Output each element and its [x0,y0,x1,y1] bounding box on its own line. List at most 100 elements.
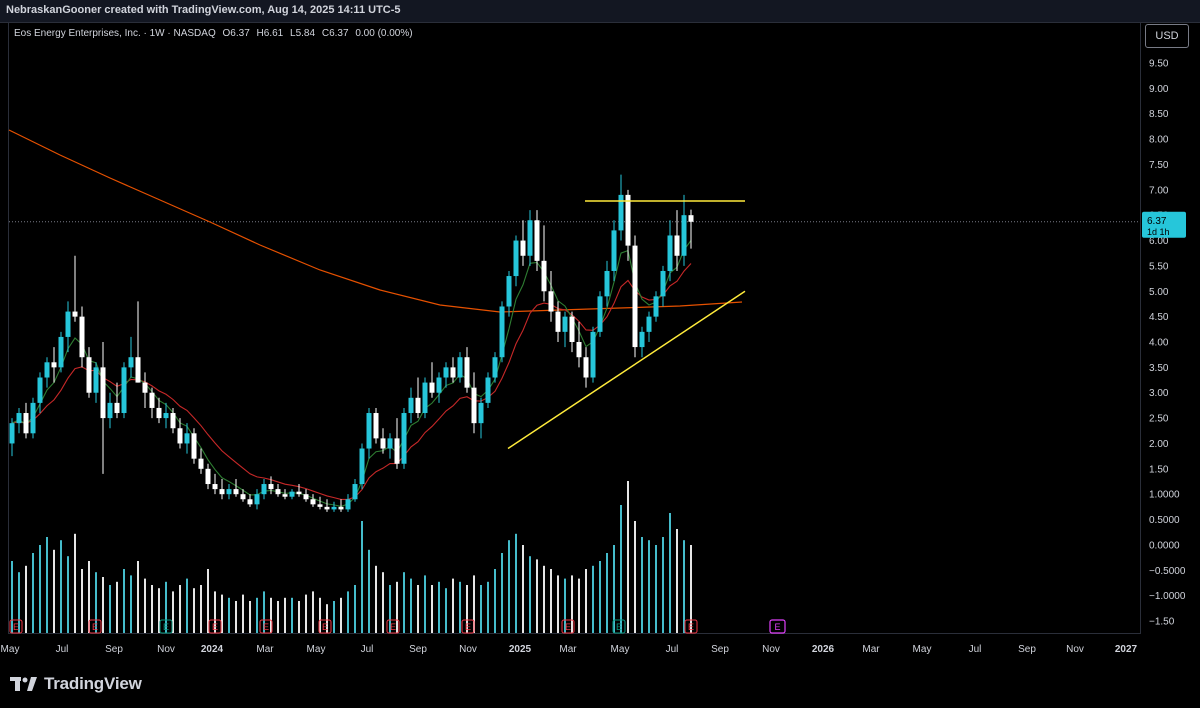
earnings-marker[interactable] [684,619,698,634]
candle-body[interactable] [65,311,71,337]
candle-body[interactable] [51,362,57,368]
candle-body[interactable] [324,506,330,510]
candle-body[interactable] [184,433,190,444]
candle-body[interactable] [163,413,169,419]
future-earnings-marker[interactable] [769,619,786,634]
candle-body[interactable] [681,215,687,256]
candle-body[interactable] [429,382,435,393]
candle-body[interactable] [611,230,617,271]
candle-body[interactable] [107,402,113,419]
tradingview-logo[interactable]: TradingView [10,674,142,694]
candle-body[interactable] [142,382,148,393]
candle-body[interactable] [688,215,694,222]
candle-body[interactable] [261,484,267,495]
candle-body[interactable] [401,413,407,464]
candle-body[interactable] [100,367,106,419]
candle-body[interactable] [653,296,659,317]
candle-body[interactable] [338,506,344,510]
price-chart-svg[interactable]: 9.509.008.508.007.507.006.506.005.505.00… [0,0,1200,668]
candle-body[interactable] [275,489,281,495]
candle-body[interactable] [191,433,197,459]
candle-body[interactable] [646,316,652,332]
candle-body[interactable] [212,484,218,490]
candle-body[interactable] [114,402,120,414]
candle-body[interactable] [289,491,295,497]
candle-body[interactable] [380,438,386,449]
candle-body[interactable] [499,306,505,358]
candle-body[interactable] [247,499,253,505]
candle-body[interactable] [450,367,456,378]
candle-body[interactable] [520,240,526,256]
earnings-marker[interactable] [561,619,575,634]
candle-body[interactable] [156,407,162,419]
candle-body[interactable] [513,240,519,277]
currency-button[interactable]: USD [1145,24,1189,48]
candle-body[interactable] [415,397,421,414]
candle-body[interactable] [527,220,533,256]
candle-body[interactable] [660,270,666,297]
candle-body[interactable] [23,413,29,434]
candle-body[interactable] [674,235,680,256]
earnings-marker[interactable] [9,619,23,634]
candle-body[interactable] [618,194,624,231]
candle-body[interactable] [240,494,246,500]
candle-body[interactable] [198,458,204,469]
candle-body[interactable] [16,413,22,424]
candle-body[interactable] [569,316,575,342]
candle-body[interactable] [541,260,547,292]
candle-body[interactable] [310,499,316,505]
earnings-marker[interactable] [208,619,222,634]
candle-body[interactable] [366,413,372,449]
candle-body[interactable] [548,291,554,312]
candle-body[interactable] [331,506,337,510]
candle-body[interactable] [590,331,596,378]
candle-body[interactable] [254,494,260,505]
candle-body[interactable] [394,438,400,464]
candle-body[interactable] [233,489,239,495]
candle-body[interactable] [639,331,645,348]
candle-body[interactable] [93,367,99,393]
candle-body[interactable] [492,357,498,378]
candle-body[interactable] [625,194,631,246]
earnings-marker[interactable] [386,619,400,634]
candle-body[interactable] [170,413,176,429]
candle-body[interactable] [44,362,50,378]
candle-body[interactable] [177,428,183,444]
earnings-marker[interactable] [612,619,626,634]
candle-body[interactable] [352,484,358,500]
candle-body[interactable] [296,491,302,495]
candle-body[interactable] [303,494,309,500]
candle-body[interactable] [604,270,610,297]
earnings-marker[interactable] [159,619,173,634]
candle-body[interactable] [135,357,141,383]
support-trendline[interactable] [507,290,746,450]
candle-body[interactable] [583,357,589,378]
candle-body[interactable] [205,468,211,485]
candle-body[interactable] [121,367,127,414]
candle-body[interactable] [9,423,15,444]
candle-body[interactable] [471,387,477,424]
candle-body[interactable] [30,402,36,434]
candle-body[interactable] [485,377,491,403]
candle-body[interactable] [387,438,393,449]
candle-body[interactable] [282,494,288,497]
candle-body[interactable] [317,504,323,507]
candle-body[interactable] [436,377,442,393]
candle-body[interactable] [408,397,414,414]
candle-body[interactable] [464,357,470,388]
candle-body[interactable] [79,316,85,358]
candle-body[interactable] [667,235,673,271]
earnings-marker[interactable] [318,619,332,634]
candle-body[interactable] [72,311,78,317]
candle-body[interactable] [457,357,463,378]
candle-body[interactable] [226,489,232,495]
candle-body[interactable] [219,489,225,495]
candle-body[interactable] [506,276,512,307]
candle-body[interactable] [128,357,134,368]
candle-body[interactable] [562,316,568,332]
candle-body[interactable] [422,382,428,414]
candle-body[interactable] [443,367,449,378]
candle-body[interactable] [555,311,561,332]
candle-body[interactable] [597,296,603,332]
candle-body[interactable] [359,448,365,485]
